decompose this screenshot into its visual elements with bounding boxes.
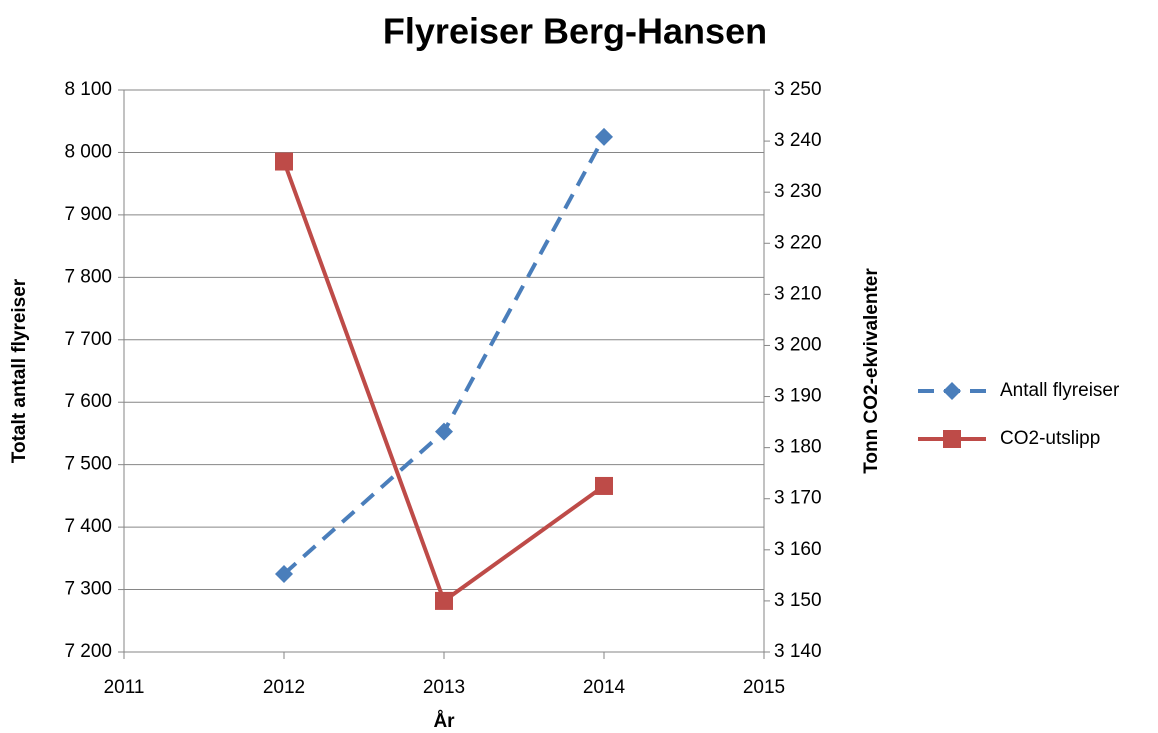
y-tick-label: 7 800 [64,266,112,287]
y-tick-label: 7 700 [64,329,112,350]
legend-label: CO2-utslipp [1000,428,1100,449]
y-tick-label: 8 000 [64,141,112,162]
y2-tick-label: 3 210 [774,283,822,304]
x-tick-label: 2012 [263,677,305,698]
marker [435,422,453,441]
marker [435,591,453,610]
marker [943,430,961,448]
y2-tick-label: 3 250 [774,79,822,100]
y-tick-label: 7 600 [64,391,112,412]
y-tick-label: 7 400 [64,516,112,537]
y-tick-label: 7 900 [64,204,112,225]
y2-tick-label: 3 150 [774,590,822,611]
y2-tick-label: 3 180 [774,437,822,458]
x-tick-label: 2013 [423,677,465,698]
marker [943,382,961,400]
y-tick-label: 8 100 [64,79,112,100]
x-axis-title: År [433,711,455,732]
y2-tick-label: 3 230 [774,181,822,202]
legend-label: Antall flyreiser [1000,380,1120,401]
y2-tick-label: 3 170 [774,488,822,509]
y-tick-label: 7 500 [64,454,112,475]
x-tick-label: 2014 [583,677,626,698]
marker [275,564,293,583]
y2-tick-label: 3 240 [774,130,822,151]
y2-tick-label: 3 190 [774,386,822,407]
y-axis-title: Totalt antall flyreiser [9,278,30,463]
y2-tick-label: 3 200 [774,334,822,355]
y-tick-label: 7 300 [64,579,112,600]
y2-axis-title: Tonn CO2-ekvivalenter [861,268,882,474]
y2-tick-label: 3 140 [774,641,822,662]
chart-title: Flyreiser Berg-Hansen [383,11,767,52]
x-tick-label: 2011 [104,677,145,698]
marker [275,152,293,171]
marker [595,476,613,495]
marker [595,127,613,146]
x-tick-label: 2015 [743,677,785,698]
y2-tick-label: 3 220 [774,232,822,253]
y2-tick-label: 3 160 [774,539,822,560]
series-line [282,135,606,576]
y-tick-label: 7 200 [64,641,112,662]
